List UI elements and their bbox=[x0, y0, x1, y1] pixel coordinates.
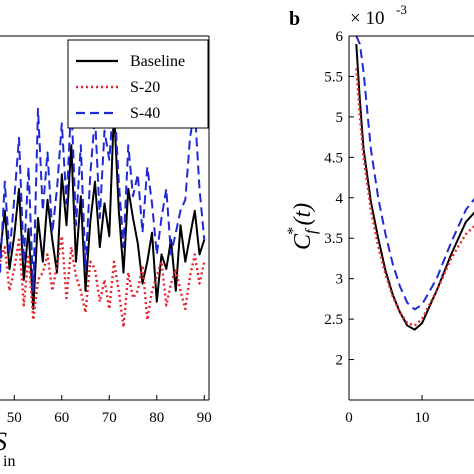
ylabel-sub-f: f bbox=[303, 227, 320, 234]
y-multiplier: × 10 bbox=[350, 8, 384, 29]
right-ytick-label: 6 bbox=[336, 29, 344, 45]
left-xtick-label: 90 bbox=[197, 410, 212, 426]
right-xtick-label: 0 bbox=[345, 410, 353, 426]
right-series-line-s-40 bbox=[355, 36, 474, 311]
y-multiplier-exp: -3 bbox=[396, 2, 407, 17]
left-series-line-s-20 bbox=[0, 234, 206, 329]
left-series-line-s-40 bbox=[0, 93, 206, 292]
right-ytick-label: 4.5 bbox=[324, 150, 343, 166]
left-xlabel: S bbox=[0, 427, 7, 456]
legend-label-baseline: Baseline bbox=[130, 53, 185, 70]
left-xtick-label: 70 bbox=[102, 410, 117, 426]
ylabel-sup-star: * bbox=[285, 228, 302, 236]
legend-box bbox=[67, 39, 209, 129]
left-xtick-label: 60 bbox=[54, 410, 69, 426]
left-xticks-group: 50 60 70 80 90 bbox=[7, 395, 212, 426]
right-ytick-label: 3 bbox=[336, 272, 344, 288]
right-xtick-label: 10 bbox=[415, 410, 430, 426]
right-ytick-label: 5 bbox=[336, 110, 344, 126]
right-ytick-label: 4 bbox=[336, 191, 344, 207]
left-xtick-label: 80 bbox=[149, 410, 164, 426]
right-ytick-label: 3.5 bbox=[324, 231, 343, 247]
ylabel-arg: (t) bbox=[290, 203, 316, 226]
panel-label-b: b bbox=[289, 8, 300, 30]
right-ytick-label: 2 bbox=[336, 353, 344, 369]
legend-label-s20: S-20 bbox=[130, 79, 160, 96]
svg-text:Cf*(t): Cf* (t) bbox=[285, 203, 320, 250]
right-series-group bbox=[355, 36, 474, 331]
left-panel: 50 60 70 80 90 Baseline S-20 S-40 S in bbox=[0, 35, 212, 470]
left-legend: Baseline S-20 S-40 bbox=[67, 39, 209, 129]
legend-label-s40: S-40 bbox=[130, 105, 160, 122]
right-panel: b × 10 -3 Cf*(t) 22.533.544.555.56 01020 bbox=[285, 2, 474, 426]
right-series-line-baseline bbox=[355, 44, 474, 331]
left-xlabel-sub: in bbox=[3, 453, 15, 470]
right-ytick-label: 2.5 bbox=[324, 312, 343, 328]
left-xtick-label: 50 bbox=[7, 410, 22, 426]
left-series-line-baseline bbox=[0, 107, 206, 310]
right-yticks-group: 2 2.5 3 3.5 4 4.5 5 5.5 6 bbox=[324, 29, 354, 369]
right-xticks-group: 01020 bbox=[345, 395, 430, 426]
right-ytick-label: 5.5 bbox=[324, 69, 343, 85]
left-series-group bbox=[0, 93, 206, 329]
right-ylabel: Cf* (t) bbox=[285, 203, 320, 250]
right-series-line-s-20 bbox=[355, 68, 474, 327]
ylabel-c: C bbox=[290, 233, 316, 250]
